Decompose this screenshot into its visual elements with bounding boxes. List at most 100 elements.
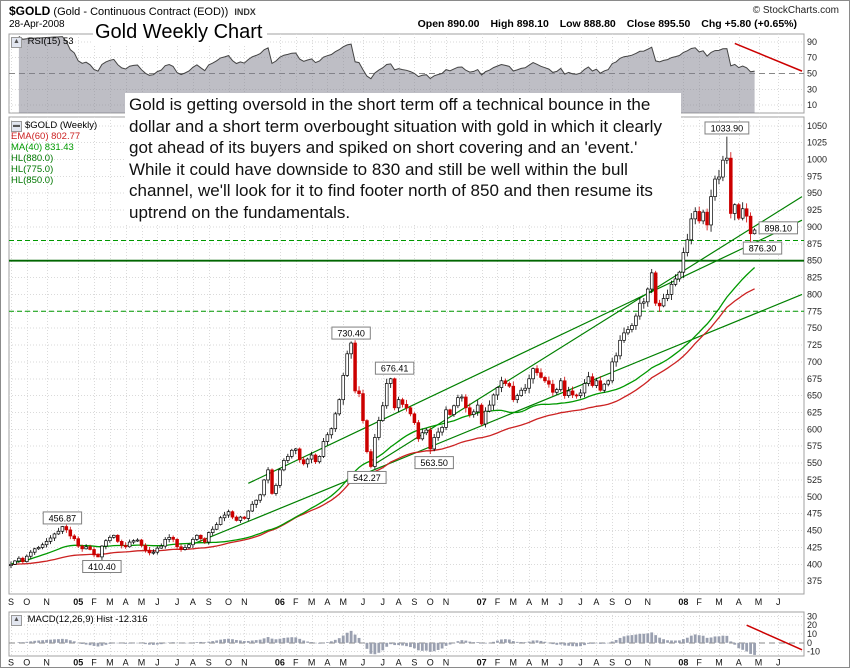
macd-legend: ▲ MACD(12,26,9) Hist -12.316 <box>11 614 148 626</box>
symbol-name: (Gold - Continuous Contract (EOD)) <box>53 6 229 18</box>
svg-text:M: M <box>138 658 146 668</box>
legend-item-hl850: HL(850.0) <box>11 175 54 186</box>
svg-text:1025: 1025 <box>807 138 827 148</box>
svg-text:J: J <box>578 597 583 607</box>
high-label: High <box>490 18 514 30</box>
svg-text:410.40: 410.40 <box>88 562 116 572</box>
svg-text:10: 10 <box>807 629 817 639</box>
svg-text:M: M <box>541 658 549 668</box>
svg-text:1050: 1050 <box>807 121 827 131</box>
svg-text:S: S <box>609 597 615 607</box>
svg-text:O: O <box>225 658 232 668</box>
svg-text:500: 500 <box>807 492 822 502</box>
svg-text:625: 625 <box>807 408 822 418</box>
svg-text:30: 30 <box>807 84 817 94</box>
low-label: Low <box>559 18 581 30</box>
svg-text:90: 90 <box>807 37 817 47</box>
ma40-line <box>10 267 756 565</box>
svg-text:F: F <box>91 597 97 607</box>
open-value: 890.00 <box>447 18 480 30</box>
svg-text:07: 07 <box>477 658 487 668</box>
collapse-macd-button[interactable]: ▲ <box>11 615 22 626</box>
macd-label: MACD(12,26,9) Hist <box>27 614 113 625</box>
svg-text:N: N <box>241 658 248 668</box>
commentary-text: Gold is getting oversold in the short te… <box>125 93 681 224</box>
svg-text:M: M <box>339 658 347 668</box>
svg-text:08: 08 <box>678 597 688 607</box>
svg-text:M: M <box>138 597 146 607</box>
svg-text:S: S <box>206 658 212 668</box>
svg-text:898.10: 898.10 <box>765 223 793 233</box>
svg-text:800: 800 <box>807 289 822 299</box>
svg-text:M: M <box>510 597 518 607</box>
svg-text:1000: 1000 <box>807 155 827 165</box>
svg-text:J: J <box>155 597 160 607</box>
svg-text:O: O <box>624 658 631 668</box>
candlestick-icon[interactable]: ▬ <box>11 121 22 132</box>
svg-text:S: S <box>206 597 212 607</box>
ema60-line <box>10 288 755 565</box>
svg-text:N: N <box>443 658 450 668</box>
svg-text:A: A <box>396 658 402 668</box>
svg-text:O: O <box>427 597 434 607</box>
svg-text:N: N <box>645 658 652 668</box>
svg-text:S: S <box>8 597 14 607</box>
svg-text:06: 06 <box>275 658 285 668</box>
svg-text:850: 850 <box>807 256 822 266</box>
svg-text:50: 50 <box>807 69 817 79</box>
svg-text:825: 825 <box>807 273 822 283</box>
svg-text:J: J <box>776 658 781 668</box>
close-label: Close <box>626 18 656 30</box>
svg-text:775: 775 <box>807 306 822 316</box>
svg-text:05: 05 <box>73 597 83 607</box>
legend-item-hl775: HL(775.0) <box>11 164 54 175</box>
svg-text:F: F <box>696 658 702 668</box>
svg-text:J: J <box>361 658 366 668</box>
svg-text:J: J <box>578 658 583 668</box>
main-legend: ▬ $GOLD (Weekly) EMA(60) 802.77 MA(40) 83… <box>11 120 97 186</box>
legend-item-hl880: HL(880.0) <box>11 153 54 164</box>
svg-text:O: O <box>624 597 631 607</box>
collapse-rsi-button[interactable]: ▲ <box>11 37 22 48</box>
svg-text:A: A <box>593 597 599 607</box>
svg-text:900: 900 <box>807 222 822 232</box>
svg-text:876.30: 876.30 <box>749 244 777 254</box>
chart-header: $GOLD (Gold - Continuous Contract (EOD))… <box>9 4 256 18</box>
svg-text:M: M <box>541 597 549 607</box>
svg-text:06: 06 <box>275 597 285 607</box>
svg-text:J: J <box>776 597 781 607</box>
macd-histogram <box>17 630 756 655</box>
rsi-label: RSI(15) <box>27 36 61 47</box>
svg-text:N: N <box>43 597 50 607</box>
svg-text:A: A <box>526 597 532 607</box>
svg-text:456.87: 456.87 <box>49 513 77 523</box>
svg-text:A: A <box>736 597 742 607</box>
copyright-label: © StockCharts.com <box>752 5 839 16</box>
price-labels: 456.87 410.40 730.40 676.41 542.27 563.50 1033… <box>42 121 798 574</box>
svg-text:S: S <box>8 658 14 668</box>
svg-text:A: A <box>324 597 330 607</box>
svg-text:1033.90: 1033.90 <box>711 123 744 133</box>
macd-value: -12.316 <box>115 614 148 625</box>
legend-item-ema60: EMA(60) 802.77 <box>11 131 81 142</box>
svg-text:A: A <box>526 658 532 668</box>
x-axis-labels: S O N 05 F M A M J J A S O N 06 F M A M J J A S O N 07 F M A M J J A S O N 0… <box>8 597 781 668</box>
legend-item-symbol: ▬ $GOLD (Weekly) <box>11 120 98 132</box>
svg-text:650: 650 <box>807 391 822 401</box>
svg-text:975: 975 <box>807 171 822 181</box>
annotation-lines <box>734 42 803 651</box>
svg-text:875: 875 <box>807 239 822 249</box>
svg-text:550: 550 <box>807 458 822 468</box>
moving-averages <box>10 267 756 565</box>
rsi-value: 53 <box>63 36 74 47</box>
svg-text:925: 925 <box>807 205 822 215</box>
svg-text:730.40: 730.40 <box>337 329 365 339</box>
svg-text:F: F <box>696 597 702 607</box>
svg-text:05: 05 <box>73 658 83 668</box>
svg-text:676.41: 676.41 <box>381 364 409 374</box>
svg-text:J: J <box>175 597 180 607</box>
svg-text:O: O <box>23 658 30 668</box>
svg-text:M: M <box>308 658 316 668</box>
svg-text:675: 675 <box>807 374 822 384</box>
svg-text:F: F <box>293 597 299 607</box>
